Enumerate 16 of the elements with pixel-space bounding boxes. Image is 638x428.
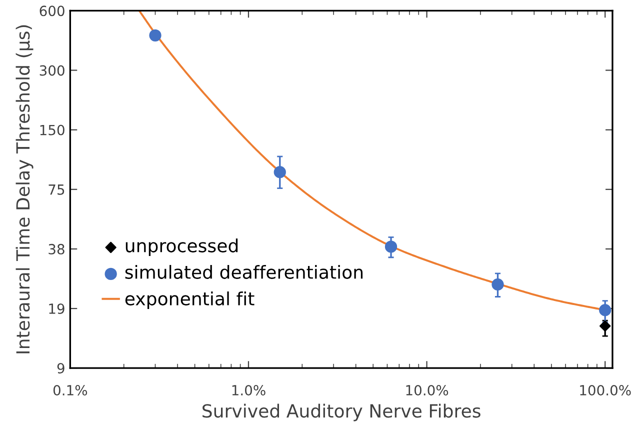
y-tick-label: 600 (40, 6, 64, 16)
y-tick-label: 38 (48, 244, 64, 254)
y-tick-label: 19 (49, 303, 64, 314)
x-tick-label: 100.0% (580, 384, 631, 396)
legend-label: exponential fit (125, 291, 254, 309)
y-tick-label: 150 (40, 124, 64, 136)
y-tick-label: 9 (57, 363, 64, 374)
y-tick-label: 300 (40, 65, 64, 76)
legend-label: unprocessed (126, 238, 238, 256)
x-axis-title: Survived Auditory Nerve Fibres (202, 404, 480, 422)
x-tick-label: 1.0% (232, 384, 266, 396)
x-tick-label: 0.1% (53, 384, 88, 396)
y-tick-label: 75 (48, 184, 64, 195)
y-axis-title: Interaural Time Delay Threshold (µs) (16, 25, 34, 354)
legend-label: simulated deafferentiation (125, 264, 363, 279)
x-tick-label: 10.0% (406, 384, 448, 396)
